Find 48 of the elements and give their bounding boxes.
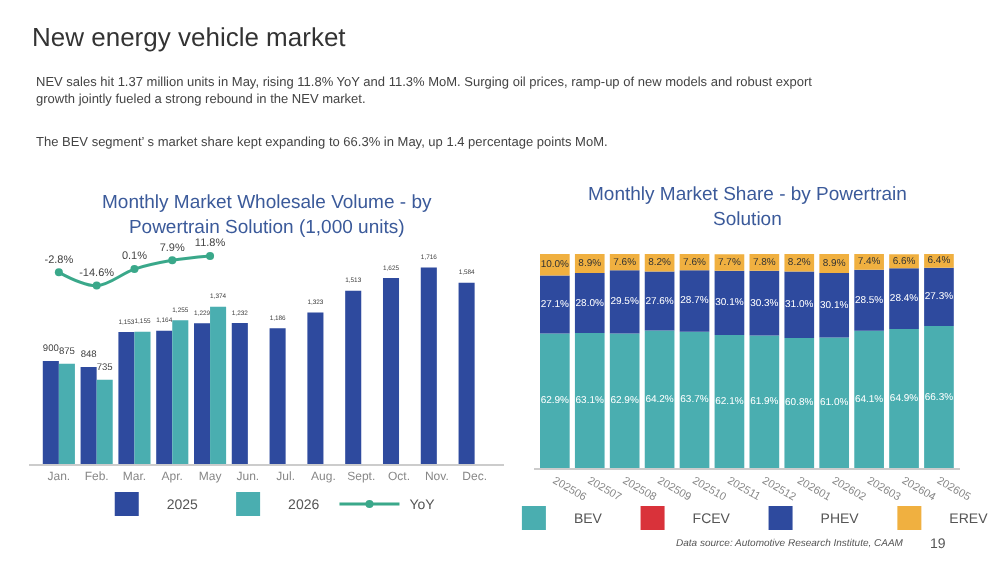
bar (714, 335, 745, 468)
bar (194, 323, 211, 464)
bar (609, 333, 640, 468)
chart-title: Monthly Market Share - by Powertrain Solution (588, 184, 907, 231)
bar (924, 267, 954, 327)
bar (420, 267, 437, 464)
bar (749, 335, 780, 468)
bar (58, 363, 75, 464)
bar (574, 273, 605, 333)
bar (679, 331, 710, 468)
bar (382, 277, 400, 464)
bar (231, 322, 248, 464)
bar (210, 306, 227, 464)
bar (924, 326, 954, 468)
bar (819, 273, 850, 338)
bar (345, 290, 362, 464)
bar (540, 275, 570, 334)
bar (134, 331, 151, 464)
bar (679, 270, 710, 332)
bar (644, 330, 675, 468)
bar (42, 360, 59, 464)
bar (784, 271, 815, 338)
bar (540, 333, 570, 468)
bar (96, 379, 113, 464)
bar (574, 332, 605, 468)
bar (458, 282, 475, 464)
bar (156, 330, 173, 464)
point (54, 268, 63, 277)
bar (714, 270, 745, 336)
bar (609, 270, 640, 334)
bar (819, 337, 850, 468)
bar (80, 366, 97, 464)
text: New energy vehicle market (32, 22, 347, 52)
bar (854, 269, 884, 331)
bar (889, 329, 919, 468)
bar (784, 337, 815, 468)
bar (118, 332, 135, 464)
bar (644, 271, 675, 331)
bar (269, 328, 286, 464)
bar (854, 330, 884, 468)
bar (889, 268, 919, 330)
point (168, 256, 177, 265)
bar (749, 270, 780, 336)
bar (307, 312, 324, 464)
point (92, 281, 101, 290)
chart-title: Monthly Market Wholesale Volume - by Powertrain Solution (1,000 units) (102, 192, 432, 239)
point (130, 265, 139, 274)
bar (172, 320, 189, 464)
